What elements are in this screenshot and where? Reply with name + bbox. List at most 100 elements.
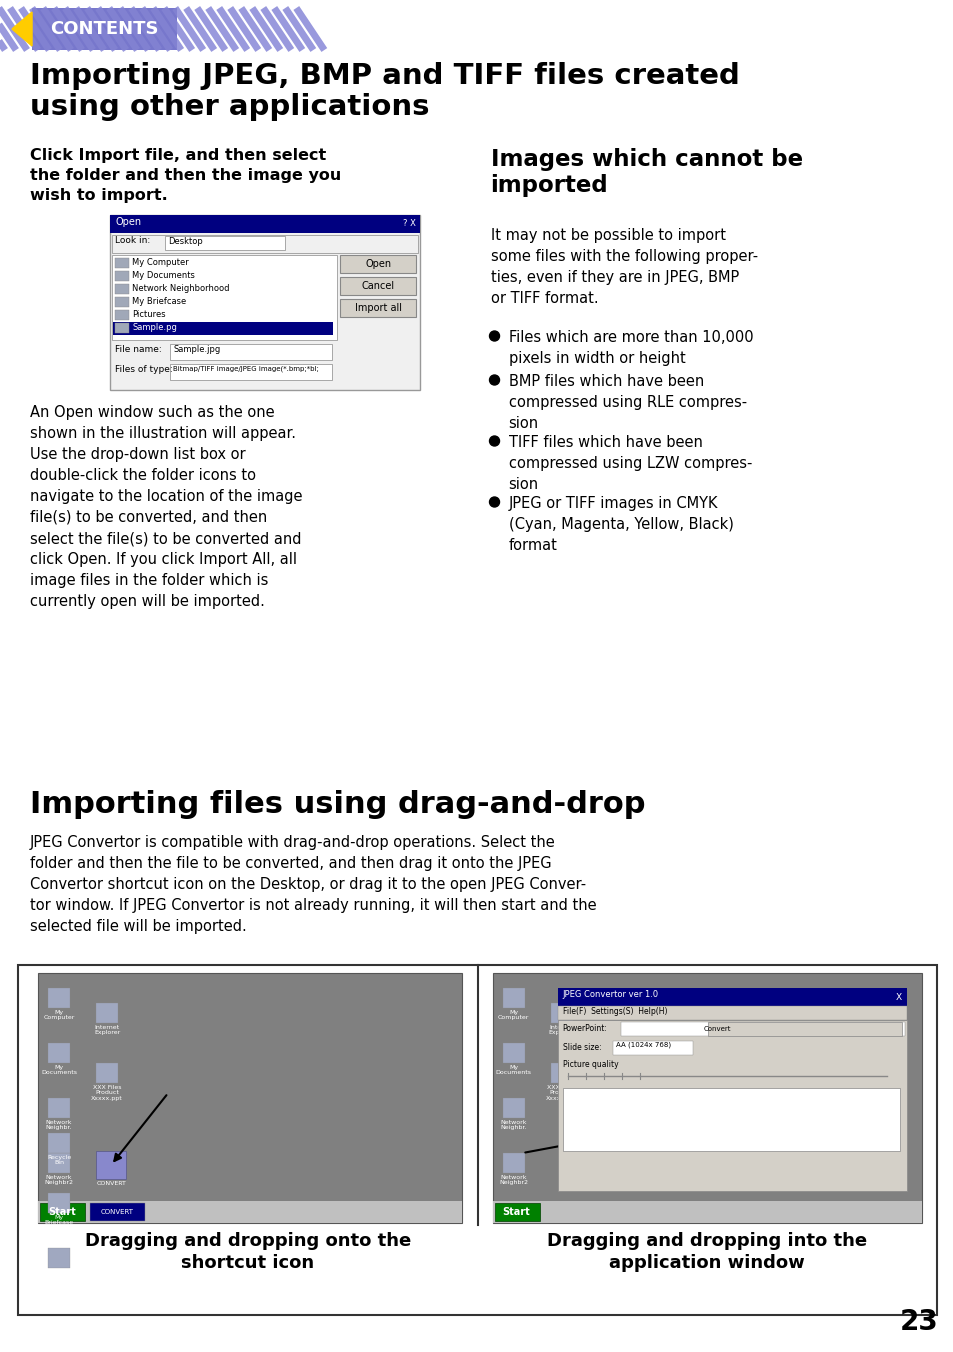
FancyBboxPatch shape xyxy=(115,284,129,293)
Text: Sample.jpg: Sample.jpg xyxy=(173,345,220,354)
Text: Network
Neighbr2: Network Neighbr2 xyxy=(498,1175,527,1186)
Text: CONTENTS: CONTENTS xyxy=(50,20,158,38)
FancyBboxPatch shape xyxy=(115,258,129,268)
Circle shape xyxy=(489,331,499,341)
FancyBboxPatch shape xyxy=(110,215,420,389)
Text: Importing JPEG, BMP and TIFF files created
using other applications: Importing JPEG, BMP and TIFF files creat… xyxy=(30,62,740,122)
Text: TIFF files which have been
compressed using LZW compres-
sion: TIFF files which have been compressed us… xyxy=(508,435,751,492)
FancyBboxPatch shape xyxy=(96,1063,118,1083)
FancyBboxPatch shape xyxy=(48,1153,70,1174)
Circle shape xyxy=(489,498,499,507)
Text: Internet
Explorer: Internet Explorer xyxy=(548,1025,574,1036)
FancyBboxPatch shape xyxy=(110,215,420,233)
Text: It may not be possible to import
some files with the following proper-
ties, eve: It may not be possible to import some fi… xyxy=(490,228,757,306)
Circle shape xyxy=(489,375,499,385)
Text: Convert: Convert xyxy=(703,1026,731,1032)
FancyBboxPatch shape xyxy=(115,270,129,281)
FancyBboxPatch shape xyxy=(340,256,416,273)
Text: Files which are more than 10,000
pixels in width or height: Files which are more than 10,000 pixels … xyxy=(508,330,752,366)
Text: Sample.pg: Sample.pg xyxy=(132,323,177,333)
Text: Cancel: Cancel xyxy=(361,281,395,291)
Text: Launch
Notep.: Launch Notep. xyxy=(48,1270,71,1280)
Text: My Documents: My Documents xyxy=(132,270,194,280)
FancyBboxPatch shape xyxy=(165,237,285,250)
Text: Network
Neighbr.: Network Neighbr. xyxy=(46,1119,72,1130)
Text: Recycle
Bin: Recycle Bin xyxy=(47,1155,71,1165)
FancyBboxPatch shape xyxy=(170,343,332,360)
FancyBboxPatch shape xyxy=(612,1041,692,1055)
Text: JPEG Convertor is compatible with drag-and-drop operations. Select the
folder an: JPEG Convertor is compatible with drag-a… xyxy=(30,836,596,934)
Text: Internet
Explorer: Internet Explorer xyxy=(94,1025,120,1036)
FancyBboxPatch shape xyxy=(502,988,524,1009)
Text: My Computer: My Computer xyxy=(132,258,189,266)
FancyBboxPatch shape xyxy=(502,1153,524,1174)
Text: Bitmap/TIFF image/JPEG image(*.bmp;*bl;: Bitmap/TIFF image/JPEG image(*.bmp;*bl; xyxy=(173,365,318,372)
Text: JPEG or TIFF images in CMYK
(Cyan, Magenta, Yellow, Black)
format: JPEG or TIFF images in CMYK (Cyan, Magen… xyxy=(508,496,733,553)
FancyBboxPatch shape xyxy=(115,297,129,307)
FancyBboxPatch shape xyxy=(620,1022,904,1036)
Text: Files of type:: Files of type: xyxy=(115,365,172,375)
FancyBboxPatch shape xyxy=(48,988,70,1009)
Polygon shape xyxy=(12,12,32,46)
FancyBboxPatch shape xyxy=(112,235,418,253)
FancyBboxPatch shape xyxy=(557,1019,906,1191)
Text: Picture quality: Picture quality xyxy=(562,1060,618,1069)
FancyBboxPatch shape xyxy=(18,965,936,1315)
Text: My
Documents: My Documents xyxy=(41,1065,77,1075)
FancyBboxPatch shape xyxy=(32,8,177,50)
FancyBboxPatch shape xyxy=(707,1022,901,1036)
Text: Dragging and dropping onto the
shortcut icon: Dragging and dropping onto the shortcut … xyxy=(85,1232,411,1272)
FancyBboxPatch shape xyxy=(492,1201,921,1224)
Text: My
Briefcase: My Briefcase xyxy=(45,1215,73,1225)
Text: X: X xyxy=(895,992,901,1002)
Text: PowerPoint:: PowerPoint: xyxy=(562,1023,607,1033)
FancyBboxPatch shape xyxy=(48,1248,70,1268)
Text: Click Import file, and then select
the folder and then the image you
wish to imp: Click Import file, and then select the f… xyxy=(30,147,341,203)
Text: Start: Start xyxy=(502,1207,530,1217)
FancyBboxPatch shape xyxy=(40,1203,85,1221)
Text: My Briefcase: My Briefcase xyxy=(132,297,186,306)
FancyBboxPatch shape xyxy=(113,322,333,335)
FancyBboxPatch shape xyxy=(115,310,129,320)
Text: Network Neighborhood: Network Neighborhood xyxy=(132,284,230,293)
Text: JPEG Convertor ver 1.0: JPEG Convertor ver 1.0 xyxy=(562,990,658,999)
Text: Look in:: Look in: xyxy=(115,237,151,245)
FancyBboxPatch shape xyxy=(340,277,416,295)
FancyBboxPatch shape xyxy=(38,1201,462,1224)
Text: XXX Files
Product
Xxxxx.ppt: XXX Files Product Xxxxx.ppt xyxy=(545,1086,577,1101)
FancyBboxPatch shape xyxy=(48,1098,70,1118)
FancyBboxPatch shape xyxy=(38,973,462,1224)
FancyBboxPatch shape xyxy=(502,1098,524,1118)
FancyBboxPatch shape xyxy=(502,1042,524,1063)
FancyBboxPatch shape xyxy=(115,323,129,333)
Text: Importing files using drag-and-drop: Importing files using drag-and-drop xyxy=(30,790,645,819)
Text: CONVERT: CONVERT xyxy=(96,1182,126,1186)
FancyBboxPatch shape xyxy=(32,8,177,50)
Text: ? X: ? X xyxy=(402,219,415,228)
FancyBboxPatch shape xyxy=(557,1006,906,1019)
Text: AA (1024x 768): AA (1024x 768) xyxy=(615,1042,670,1049)
FancyBboxPatch shape xyxy=(550,1063,572,1083)
Text: Open: Open xyxy=(365,260,391,269)
FancyBboxPatch shape xyxy=(48,1042,70,1063)
Text: XXX Files
Product
Xxxxx.ppt: XXX Files Product Xxxxx.ppt xyxy=(91,1086,123,1101)
FancyBboxPatch shape xyxy=(494,1203,539,1221)
Text: Dragging and dropping into the
application window: Dragging and dropping into the applicati… xyxy=(547,1232,866,1272)
Text: BMP files which have been
compressed using RLE compres-
sion: BMP files which have been compressed usi… xyxy=(508,375,746,431)
FancyBboxPatch shape xyxy=(492,973,921,1224)
Text: CONVERT: CONVERT xyxy=(100,1209,133,1215)
Text: Start: Start xyxy=(49,1207,76,1217)
Text: Import all: Import all xyxy=(355,303,401,314)
FancyBboxPatch shape xyxy=(48,1192,70,1213)
FancyBboxPatch shape xyxy=(550,1003,572,1023)
FancyBboxPatch shape xyxy=(170,364,332,380)
FancyBboxPatch shape xyxy=(340,299,416,316)
Text: Images which cannot be
imported: Images which cannot be imported xyxy=(490,147,801,196)
Text: Slide size:: Slide size: xyxy=(562,1042,600,1052)
FancyBboxPatch shape xyxy=(48,1133,70,1153)
FancyBboxPatch shape xyxy=(562,1088,899,1151)
Text: Desktop: Desktop xyxy=(168,237,203,246)
Text: Network
Neighbr.: Network Neighbr. xyxy=(499,1119,526,1130)
FancyBboxPatch shape xyxy=(96,1003,118,1023)
FancyBboxPatch shape xyxy=(557,988,906,1006)
